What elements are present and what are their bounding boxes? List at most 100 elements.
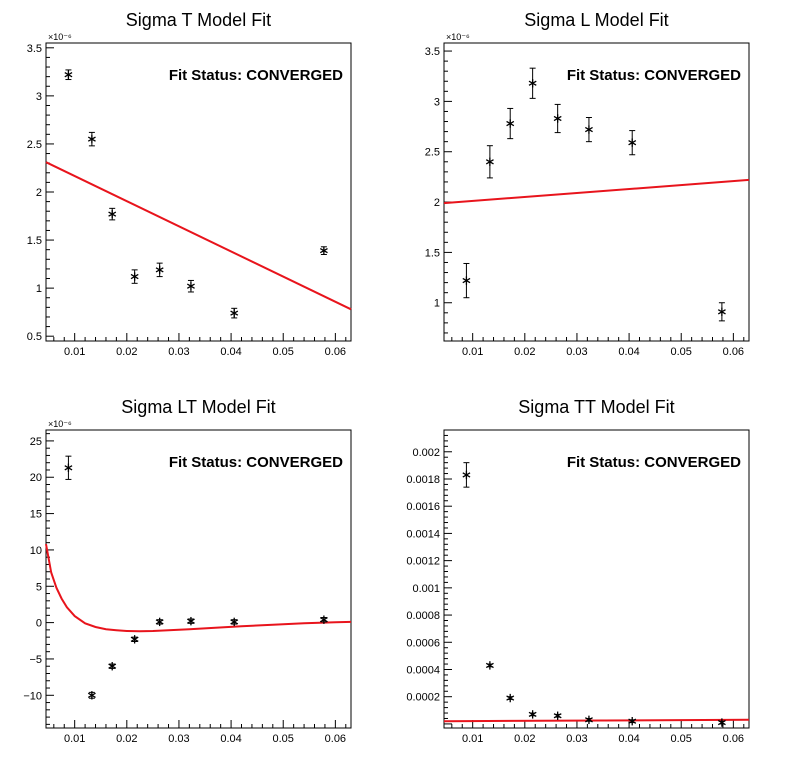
- x-tick-label: 0.03: [566, 346, 587, 358]
- y-tick-label: 3.5: [27, 43, 42, 55]
- point-marker: [528, 80, 537, 86]
- data-point: [717, 302, 726, 322]
- point-marker: [87, 136, 96, 142]
- y-tick-label: 0.0008: [406, 610, 440, 622]
- chart-title: Sigma T Model Fit: [126, 10, 271, 30]
- data-point: [628, 716, 637, 726]
- fit-status-label: Fit Status: CONVERGED: [567, 454, 741, 471]
- point-marker: [485, 662, 494, 669]
- y-tick-label: 2: [36, 187, 42, 199]
- x-tick-label: 0.02: [116, 733, 137, 745]
- point-marker: [553, 115, 562, 122]
- point-marker: [155, 267, 164, 273]
- data-point: [155, 262, 164, 278]
- data-point: [130, 269, 139, 284]
- x-tick-label: 0.06: [325, 733, 346, 745]
- x-tick-label: 0.05: [671, 733, 692, 745]
- y-tick-label: 1: [36, 283, 42, 295]
- y-tick-label: 0.0014: [406, 528, 440, 540]
- data-point: [230, 617, 239, 627]
- point-marker: [628, 718, 637, 724]
- x-tick-label: 0.03: [168, 733, 189, 745]
- y-tick-label: 3: [36, 91, 42, 103]
- y-axis-exponent: ×10⁻⁶: [446, 32, 470, 42]
- data-point: [528, 67, 537, 99]
- y-tick-label: 1: [434, 298, 440, 310]
- data-point: [584, 117, 593, 143]
- fit-curve: [45, 543, 352, 633]
- chart-panel-3: Sigma LT Model Fit ×10⁻⁶ 0.01 0.02 0.03 0.04 0…: [23, 397, 352, 745]
- y-tick-label: 0.5: [27, 331, 42, 343]
- data-point: [553, 103, 562, 134]
- data-point: [319, 615, 328, 624]
- data-point: [319, 246, 328, 255]
- x-tick-label: 0.01: [64, 733, 85, 745]
- y-tick-label: 0.002: [412, 447, 440, 459]
- x-tick-label: 0.01: [462, 733, 483, 745]
- data-point: [130, 635, 139, 644]
- y-tick-label: 0.0012: [406, 556, 440, 568]
- data-point: [506, 693, 515, 703]
- y-tick-label: 0.0006: [406, 637, 440, 649]
- point-marker: [584, 717, 593, 723]
- y-tick-label: −10: [23, 690, 42, 702]
- y-tick-label: 0: [36, 618, 42, 630]
- y-tick-label: 2: [434, 197, 440, 209]
- x-tick-label: 0.02: [514, 733, 535, 745]
- y-tick-label: 25: [30, 436, 42, 448]
- plot-frame: [45, 42, 352, 342]
- y-tick-label: 20: [30, 472, 42, 484]
- chart-title: Sigma LT Model Fit: [121, 397, 275, 417]
- y-tick-label: 1.5: [27, 235, 42, 247]
- x-tick-label: 0.06: [325, 346, 346, 358]
- x-tick-label: 0.06: [723, 346, 744, 358]
- point-marker: [130, 636, 139, 642]
- point-marker: [230, 310, 239, 316]
- x-tick-label: 0.02: [514, 346, 535, 358]
- point-marker: [628, 140, 637, 146]
- x-tick-label: 0.04: [618, 733, 639, 745]
- point-marker: [553, 713, 562, 719]
- plot-frame: [443, 429, 750, 729]
- point-marker: [64, 72, 73, 78]
- y-tick-label: 5: [36, 581, 42, 593]
- point-marker: [186, 618, 195, 624]
- x-tick-label: 0.01: [462, 346, 483, 358]
- point-marker: [506, 120, 515, 127]
- chart-panel-2: Sigma L Model Fit ×10⁻⁶ 0.01 0.02 0.03 0.04 0.…: [425, 10, 750, 358]
- point-marker: [64, 465, 73, 471]
- point-marker: [506, 695, 515, 701]
- fit-status-label: Fit Status: CONVERGED: [169, 67, 343, 84]
- data-point: [553, 711, 562, 720]
- point-marker: [462, 472, 471, 478]
- point-marker: [584, 126, 593, 133]
- x-tick-label: 0.03: [566, 733, 587, 745]
- point-marker: [717, 719, 726, 726]
- fit-curve: [45, 161, 352, 311]
- data-point: [186, 279, 195, 293]
- y-tick-label: 2.5: [425, 147, 440, 159]
- y-tick-label: 0.0004: [406, 664, 440, 676]
- y-axis-exponent: ×10⁻⁶: [48, 32, 72, 42]
- y-tick-label: 2.5: [27, 139, 42, 151]
- fit-status-label: Fit Status: CONVERGED: [169, 454, 343, 471]
- data-point: [485, 661, 494, 670]
- y-tick-label: 3: [434, 96, 440, 108]
- point-marker: [462, 277, 471, 284]
- chart-title: Sigma TT Model Fit: [518, 397, 674, 417]
- data-point: [87, 131, 96, 147]
- point-marker: [155, 619, 164, 625]
- data-point: [628, 130, 637, 156]
- y-tick-label: 0.0018: [406, 474, 440, 486]
- data-point: [462, 262, 471, 299]
- fit-curve: [443, 718, 750, 723]
- x-tick-label: 0.03: [168, 346, 189, 358]
- point-marker: [717, 309, 726, 315]
- point-marker: [319, 617, 328, 623]
- y-tick-label: 0.0002: [406, 692, 440, 704]
- data-point: [87, 691, 96, 700]
- point-marker: [230, 619, 239, 625]
- point-marker: [130, 273, 139, 280]
- y-tick-label: 15: [30, 509, 42, 521]
